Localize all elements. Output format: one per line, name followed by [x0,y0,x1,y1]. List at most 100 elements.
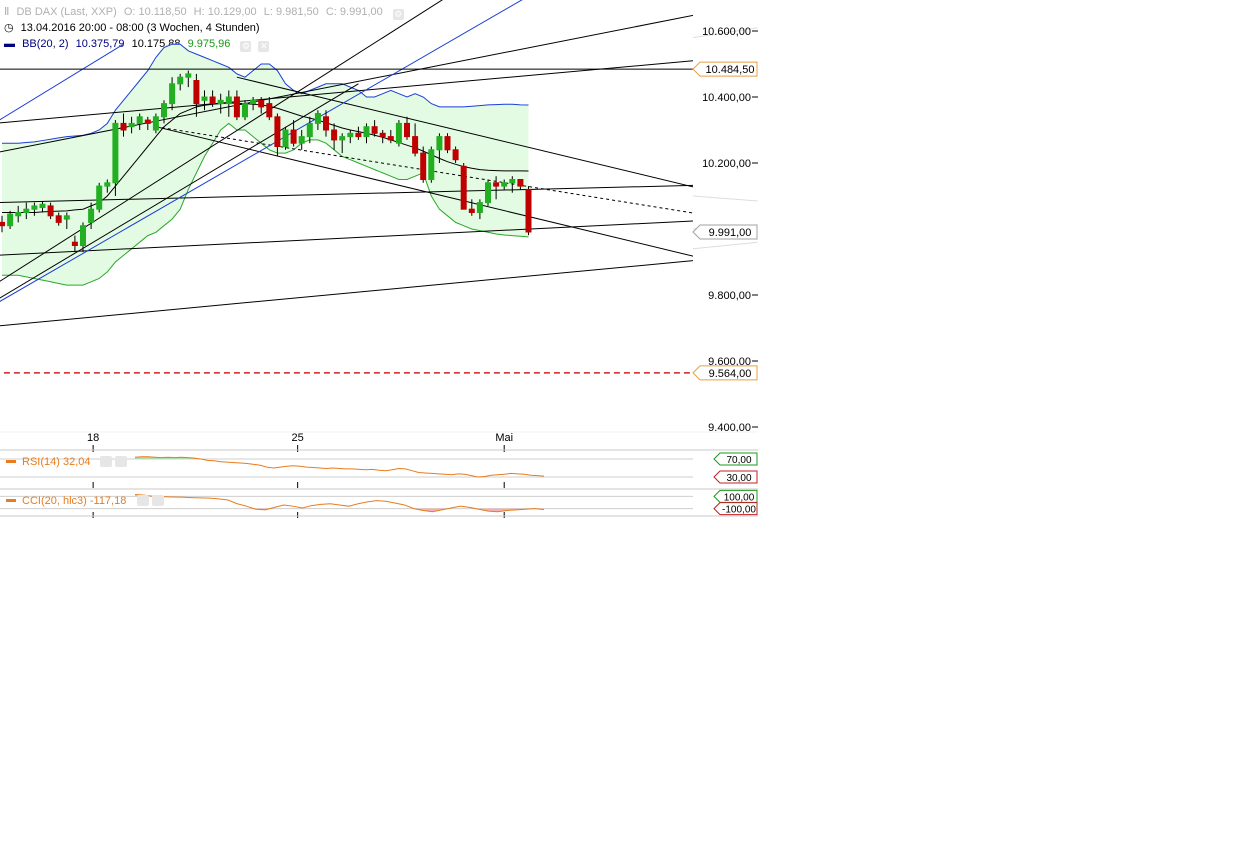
candle-body [15,212,22,217]
bb-legend-icon: ▬ [4,38,15,50]
price-tick-label: 9.400,00 [708,422,751,434]
cci-level-box [713,502,758,516]
candle-body [185,73,192,78]
bollinger-mid-line [2,102,529,213]
price-tick-label: 10.400,00 [702,92,751,104]
instrument-header: Ⅱ DB DAX (Last, XXP) O: 10.118,50 H: 10.… [4,5,408,20]
ohlc-low: L: 9.981,50 [263,6,319,18]
price-marker-label: 10.484,50 [706,64,755,76]
candle-body [485,182,491,204]
bb-close-icon[interactable]: ✕ [258,41,270,52]
candle-body [63,215,70,220]
candle-body [161,103,167,118]
bollinger-upper-line [2,43,529,144]
cci-settings-icon [137,495,149,506]
candle-body [460,165,467,210]
price-marker-box [692,224,758,240]
trend-line-8 [0,0,444,282]
candle-body [39,203,46,209]
candle-body [371,126,378,134]
rsi-level-label: 30,00 [726,473,751,484]
trend-line-2 [0,184,693,203]
candle-body [96,185,103,210]
rsi-line [134,456,545,478]
candle-body [23,208,30,213]
candle-body [468,208,475,213]
candle-body [193,80,200,105]
candle-body [266,103,273,118]
clock-icon: ◷ [4,22,14,34]
x-axis-label: 25 [292,432,304,444]
candle-body [55,215,62,223]
candle-body [152,116,159,131]
candle-body [501,182,508,187]
candle-body [88,208,95,223]
rsi-level-label: 70,00 [726,455,751,466]
candle-body [444,136,451,151]
x-axis-label: Mai [495,432,513,444]
candle-body [0,221,5,227]
ohlc-high: H: 10.129,00 [193,6,257,18]
candle-body [104,182,111,187]
cci-level-label: 100,00 [724,492,755,503]
candle-body [363,126,370,138]
candle-body [323,116,329,131]
candle-body [355,132,362,138]
cci-level-box [713,489,758,503]
candle-body [525,188,532,233]
bb-settings-icon[interactable]: ⚙ [240,41,252,52]
price-marker-box [692,61,758,77]
candle-body [379,132,386,138]
settings-icon[interactable]: ⚙ [392,9,404,20]
candle-body [80,225,86,246]
candle-body [201,96,208,101]
line-extension-3 [692,241,759,250]
chart-icon: Ⅱ [4,6,10,18]
cci-level-label: -100,00 [722,505,756,516]
candle-body [476,202,483,214]
x-axis-label: 18 [87,432,99,444]
trend-line-6 [236,76,693,188]
rsi-level-box [713,470,758,484]
candle-body [47,205,54,217]
candle-body [395,122,402,144]
candle-body [136,116,143,124]
instrument-name: DB DAX (Last, XXP) [16,6,117,18]
price-tick-label: 10.600,00 [702,26,751,38]
candle-body [339,136,346,141]
main-plot [0,0,693,374]
price-marker-box [692,365,758,381]
rsi-overbought-fill [135,456,544,459]
rsi-legend-icon [6,460,16,463]
trend-line-3 [0,220,693,256]
bb-upper-value: 10.375,79 [75,38,125,50]
cci-label: CCI(20, hlc3) -117,18 [22,495,126,507]
price-tick-label: 10.200,00 [702,158,751,170]
candle-body [144,119,151,124]
candle-body [31,205,38,210]
candle-body [258,99,265,108]
trend-line-9 [0,83,359,299]
rsi-settings-icon [100,456,112,467]
candle-body [404,122,410,138]
trend-line-10 [0,43,124,121]
rsi-close-icon [115,456,127,467]
candle-body [428,149,435,181]
candle-body [420,152,427,181]
bollinger-lower-line [2,122,529,286]
trend-line-5 [155,126,693,257]
candle-body [274,116,281,148]
candle-body [120,122,127,131]
candle-body [233,96,240,118]
candle-body [217,99,224,105]
period-header: ◷ 13.04.2016 20:00 - 08:00 (3 Wochen, 4 … [4,21,264,35]
candle-body [290,129,297,144]
candle-body [298,136,305,144]
cci-legend-icon [6,499,16,502]
cci-close-icon [152,495,164,506]
candle-body [169,83,176,105]
ohlc-open: O: 10.118,50 [123,6,187,18]
candle-body [282,129,289,147]
price-marker-label: 9.564,00 [709,368,752,380]
